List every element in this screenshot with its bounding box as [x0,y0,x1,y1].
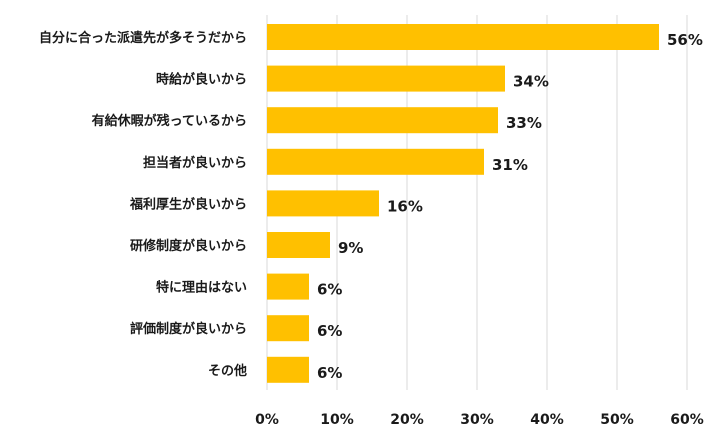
x-tick-label: 20% [390,412,424,428]
x-tick-label: 10% [320,412,354,428]
x-tick-label: 50% [600,412,634,428]
value-label: 6% [317,364,342,382]
x-tick-label: 30% [460,412,494,428]
bar [267,24,659,50]
category-label: 評価制度が良いから [130,321,247,337]
category-label: 時給が良いから [156,72,247,88]
category-label: 担当者が良いから [143,155,247,171]
value-label: 9% [338,239,363,257]
bars [267,24,659,383]
bar [267,315,309,342]
x-tick-label: 60% [670,412,704,428]
bar [267,273,309,300]
value-label: 6% [317,322,342,340]
value-label: 16% [387,197,423,215]
bar [267,107,498,134]
category-label: 自分に合った派遣先が多そうだから [39,30,247,46]
value-label: 56% [667,31,703,49]
value-labels: 56% 34% 33% 31% 16% 9% 6% 6% 6% [317,31,703,382]
value-label: 31% [492,156,528,174]
category-label: その他 [208,363,247,379]
bar [267,148,484,175]
category-labels: 自分に合った派遣先が多そうだから時給が良いから有給休暇が残っているから担当者が良… [39,30,247,379]
bar [267,356,309,383]
category-label: 特に理由はない [156,280,247,296]
category-label: 有給休暇が残っているから [92,113,247,129]
value-label: 34% [513,73,549,91]
category-label: 福利厚生が良いから [129,196,247,212]
value-label: 33% [506,114,542,132]
category-label: 研修制度が良いから [130,238,247,254]
bar [267,65,505,92]
x-tick-label: 0% [255,412,279,428]
x-axis-tick-labels: 0% 10% 20% 30% 40% 50% 60% [255,412,704,428]
value-label: 6% [317,281,342,299]
x-tick-label: 40% [530,412,564,428]
bar [267,232,330,258]
bar [267,190,379,217]
